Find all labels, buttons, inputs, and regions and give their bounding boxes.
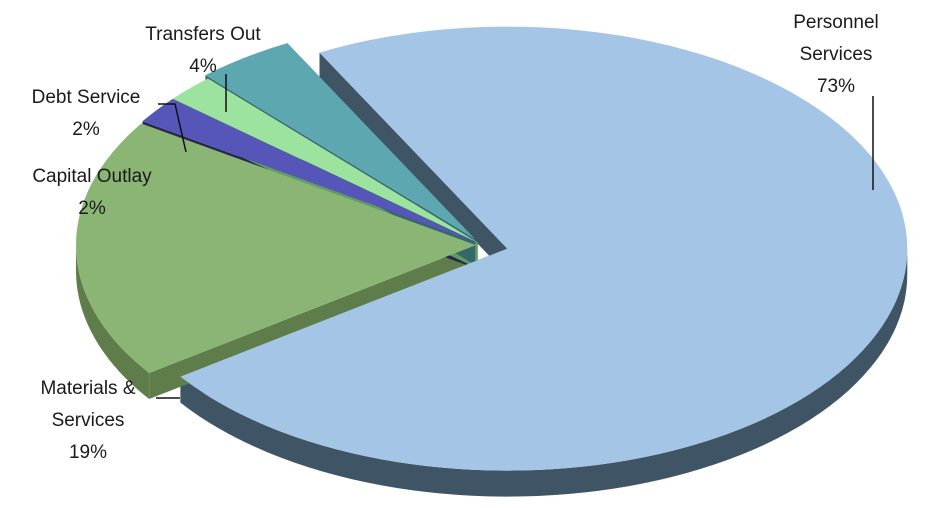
slice-label: Debt Service 2% (32, 87, 141, 140)
slice-percent: 2% (78, 198, 106, 219)
slice-percent: 73% (817, 76, 855, 97)
slice-label: Transfers Out 4% (145, 24, 261, 77)
pie-slice-capital-outlay (142, 98, 478, 243)
slice-name: Services (52, 410, 125, 431)
slice-label: Materials & Services 19% (40, 378, 135, 463)
pie-slice-materials-services (76, 123, 477, 374)
slice-percent: 19% (69, 442, 107, 463)
slice-name: Capital Outlay (32, 166, 152, 187)
slice-name: Materials & (40, 378, 135, 399)
slice-label: Personnel Services 73% (793, 12, 879, 97)
slice-name: Debt Service (32, 87, 141, 108)
pie-slice-debt-service (173, 78, 478, 243)
slice-labels: Personnel Services 73% Materials & Services 1… (32, 12, 879, 463)
leader-lines (156, 74, 874, 399)
leader-line (158, 103, 187, 153)
pie-slice-transfers-out (205, 43, 476, 240)
pie-tops (76, 26, 908, 471)
slice-label: Capital Outlay 2% (32, 166, 152, 219)
slice-percent: 4% (189, 56, 217, 77)
slice-wall (319, 52, 508, 275)
slice-name: Services (800, 44, 873, 65)
slice-percent: 2% (72, 119, 100, 140)
slice-name: Personnel (793, 12, 879, 33)
slice-name: Transfers Out (145, 24, 261, 45)
slice-side (76, 245, 150, 400)
pie-slice-personnel-services (180, 26, 908, 471)
